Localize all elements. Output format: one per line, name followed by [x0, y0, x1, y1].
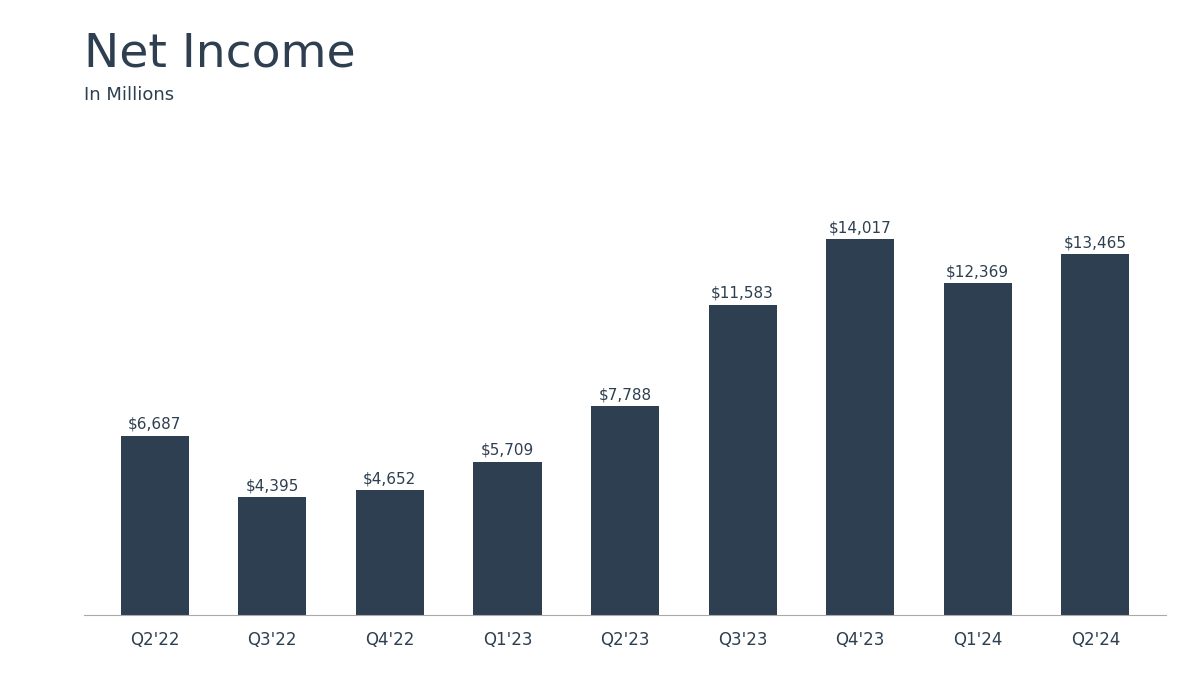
Bar [474, 462, 542, 615]
Text: $12,369: $12,369 [946, 265, 1010, 279]
Bar [591, 406, 659, 615]
Text: $5,709: $5,709 [481, 443, 534, 458]
Bar [944, 283, 1012, 615]
Text: $11,583: $11,583 [712, 285, 774, 301]
Bar [826, 239, 894, 615]
Bar [356, 491, 424, 615]
Text: $7,788: $7,788 [599, 387, 651, 402]
Bar [1061, 254, 1130, 615]
Text: In Millions: In Millions [84, 86, 174, 104]
Bar [238, 498, 307, 615]
Bar [708, 305, 776, 615]
Bar [120, 436, 189, 615]
Text: $4,652: $4,652 [363, 471, 416, 486]
Text: $6,687: $6,687 [127, 417, 182, 432]
Text: $14,017: $14,017 [829, 220, 892, 235]
Text: $13,465: $13,465 [1064, 235, 1127, 250]
Text: Net Income: Net Income [84, 31, 356, 76]
Text: $4,395: $4,395 [245, 478, 299, 493]
